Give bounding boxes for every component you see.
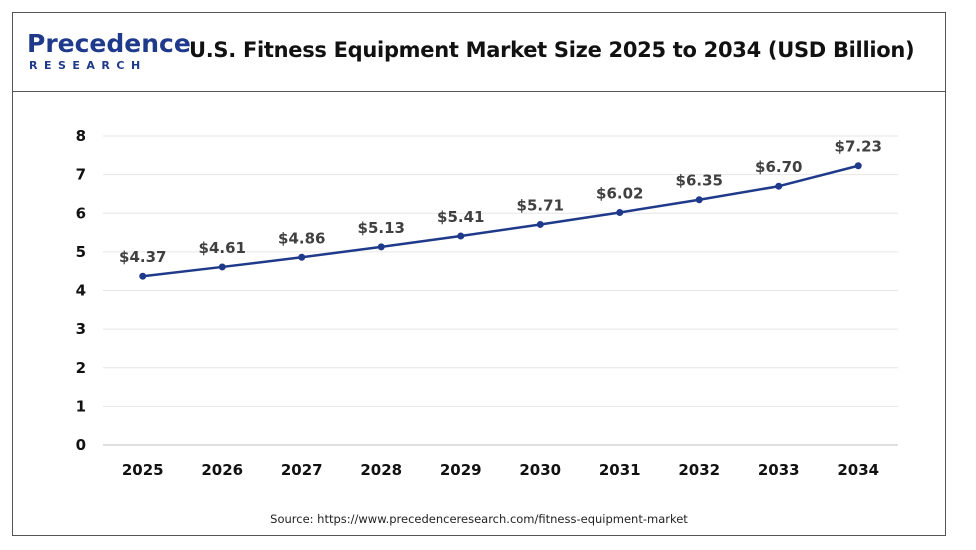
logo-subtext: RESEARCH xyxy=(29,59,147,72)
source-note: Source: https://www.precedenceresearch.c… xyxy=(270,512,688,526)
x-tick-label: 2032 xyxy=(678,461,720,479)
x-tick-label: 2025 xyxy=(122,461,164,479)
x-tick-label: 2029 xyxy=(440,461,482,479)
y-tick-label: 2 xyxy=(76,359,86,377)
data-point xyxy=(854,162,862,170)
y-tick-label: 6 xyxy=(76,204,86,222)
y-tick-label: 8 xyxy=(76,127,86,145)
data-point xyxy=(298,253,306,261)
y-tick-label: 0 xyxy=(76,436,86,454)
x-tick-label: 2030 xyxy=(519,461,561,479)
data-point xyxy=(377,243,385,251)
data-label: $4.61 xyxy=(199,239,246,257)
data-label: $4.37 xyxy=(119,248,166,266)
y-tick-label: 7 xyxy=(76,166,86,184)
x-tick-label: 2034 xyxy=(837,461,879,479)
logo-wordmark: Precedence xyxy=(27,29,191,58)
data-point xyxy=(695,196,703,204)
y-tick-label: 4 xyxy=(76,282,86,300)
data-point xyxy=(457,232,465,240)
data-label: $6.70 xyxy=(755,158,802,176)
x-tick-label: 2026 xyxy=(201,461,243,479)
precedence-research-logo: Precedence RESEARCH xyxy=(27,30,191,78)
y-tick-label: 5 xyxy=(76,243,86,261)
x-tick-label: 2027 xyxy=(281,461,323,479)
data-label: $6.35 xyxy=(676,172,723,190)
y-tick-label: 3 xyxy=(76,320,86,338)
data-point xyxy=(616,208,624,216)
data-point xyxy=(139,272,147,280)
y-tick-label: 1 xyxy=(76,397,86,415)
data-label: $5.41 xyxy=(437,208,484,226)
data-label: $7.23 xyxy=(835,138,882,156)
chart-title: U.S. Fitness Equipment Market Size 2025 … xyxy=(189,38,915,62)
x-tick-label: 2031 xyxy=(599,461,641,479)
data-point xyxy=(536,220,544,228)
x-tick-label: 2033 xyxy=(758,461,800,479)
data-point xyxy=(218,263,226,271)
data-label: $4.86 xyxy=(278,229,325,247)
series-line xyxy=(142,164,859,278)
header: Precedence RESEARCH U.S. Fitness Equipme… xyxy=(13,13,945,92)
data-point xyxy=(775,182,783,190)
data-label: $5.71 xyxy=(517,196,564,214)
data-label: $5.13 xyxy=(358,219,405,237)
x-tick-label: 2028 xyxy=(360,461,402,479)
data-label: $6.02 xyxy=(596,184,643,202)
